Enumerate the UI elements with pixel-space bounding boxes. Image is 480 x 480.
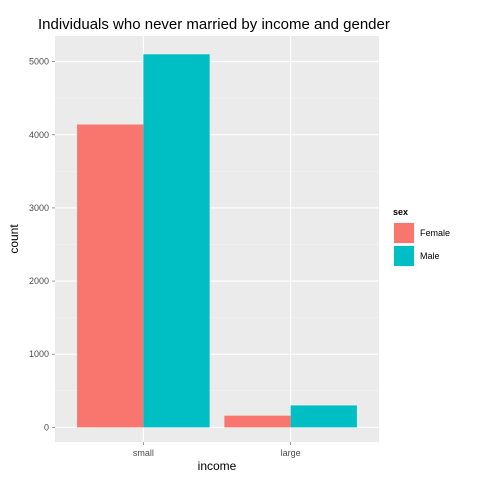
legend-items: Female Male: [392, 221, 450, 268]
y-tick-label: 5000: [29, 57, 49, 67]
x-axis-title: income: [198, 459, 237, 473]
x-tick-label: small: [133, 448, 154, 458]
legend: sex Female Male: [392, 207, 450, 268]
legend-swatch-male: [394, 246, 414, 266]
bar-female-small: [77, 124, 144, 428]
y-axis: 0 1000 2000 3000 4000 5000: [29, 57, 55, 432]
chart-title: Individuals who never married by income …: [38, 16, 390, 33]
x-tick-label: large: [281, 448, 301, 458]
x-axis: small large: [133, 442, 301, 458]
y-axis-title: count: [7, 224, 21, 254]
bars: [77, 54, 357, 428]
bar-male-large: [290, 405, 357, 428]
legend-swatch-female: [394, 223, 414, 243]
y-tick-label: 1000: [29, 349, 49, 359]
legend-title: sex: [393, 207, 408, 217]
y-tick-label: 4000: [29, 130, 49, 140]
bar-male-small: [143, 54, 210, 428]
y-tick-label: 3000: [29, 203, 49, 213]
y-tick-label: 2000: [29, 276, 49, 286]
y-tick-label: 0: [44, 422, 49, 432]
bar-female-large: [224, 415, 291, 428]
legend-label-female: Female: [420, 228, 450, 238]
legend-label-male: Male: [420, 251, 440, 261]
